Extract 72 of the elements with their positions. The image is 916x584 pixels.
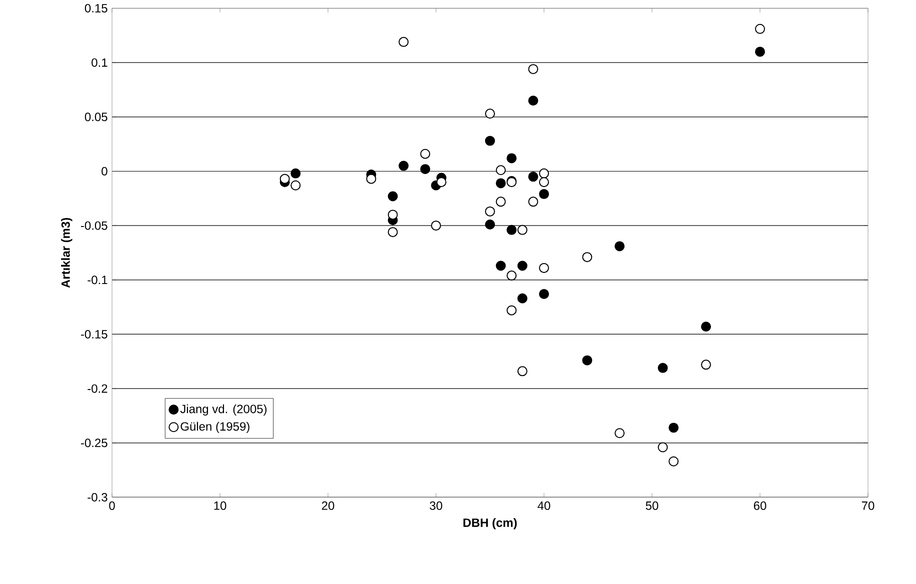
point	[506, 270, 517, 280]
point	[528, 64, 538, 74]
point	[539, 168, 550, 178]
point	[582, 355, 592, 366]
point	[517, 293, 528, 304]
point	[485, 136, 496, 146]
y-tick-label: -0.2	[88, 384, 108, 393]
point	[614, 241, 625, 252]
y-tick-label: -0.15	[80, 330, 108, 338]
y-tick-label: -0.1	[88, 276, 108, 284]
point	[539, 262, 550, 273]
y-tick-label: 0.05	[84, 112, 108, 122]
point	[539, 188, 550, 199]
point	[398, 36, 409, 47]
y-tick-label: 0.1	[92, 58, 108, 67]
legend-label: Jiang vd. (2005)	[180, 404, 267, 416]
point	[539, 176, 550, 187]
point	[420, 148, 430, 159]
y-tick-label: 0	[102, 166, 108, 176]
point	[431, 220, 442, 230]
point	[436, 176, 446, 187]
point	[517, 366, 528, 376]
point	[496, 165, 506, 176]
point	[582, 252, 592, 262]
x-axis-title: DBH (cm)	[463, 518, 517, 530]
point	[658, 362, 668, 373]
point	[496, 178, 506, 188]
point	[517, 260, 528, 271]
x-tick-label: 20	[322, 501, 334, 510]
point	[668, 456, 679, 466]
point	[290, 168, 301, 178]
y-tick-label: -0.05	[80, 221, 108, 230]
point	[755, 46, 766, 57]
x-tick-label: 50	[646, 501, 658, 510]
x-tick-label: 30	[430, 501, 442, 510]
y-tick-label: -0.25	[80, 438, 108, 448]
x-tick-label: 40	[538, 501, 550, 510]
point	[485, 108, 496, 119]
point	[388, 226, 398, 237]
x-tick-label: 0	[109, 501, 115, 510]
point	[658, 442, 668, 452]
point	[420, 164, 430, 174]
y-axis-title: Artıklar (m3)	[61, 218, 72, 288]
point	[614, 428, 625, 438]
point	[485, 206, 496, 216]
point	[528, 196, 538, 207]
legend-label: Gülen (1959)	[180, 422, 250, 433]
point	[506, 305, 517, 316]
point	[388, 210, 398, 220]
point	[506, 224, 517, 235]
point	[496, 260, 506, 271]
point	[668, 422, 679, 433]
point	[496, 196, 506, 207]
point	[701, 322, 712, 332]
point	[755, 24, 766, 34]
x-tick-label: 70	[862, 501, 874, 510]
point	[517, 224, 528, 235]
point	[280, 174, 290, 184]
point	[366, 174, 376, 184]
x-tick-label: 10	[214, 501, 226, 510]
y-tick-label: 0.15	[84, 4, 108, 12]
y-tick-label: -0.3	[88, 492, 108, 502]
point	[398, 160, 409, 171]
point	[528, 172, 538, 182]
point	[290, 180, 301, 190]
point	[485, 219, 496, 230]
point	[388, 191, 398, 202]
point	[701, 360, 712, 370]
point	[539, 288, 550, 299]
x-tick-label: 60	[754, 501, 766, 510]
point	[506, 153, 517, 164]
point	[528, 95, 538, 106]
